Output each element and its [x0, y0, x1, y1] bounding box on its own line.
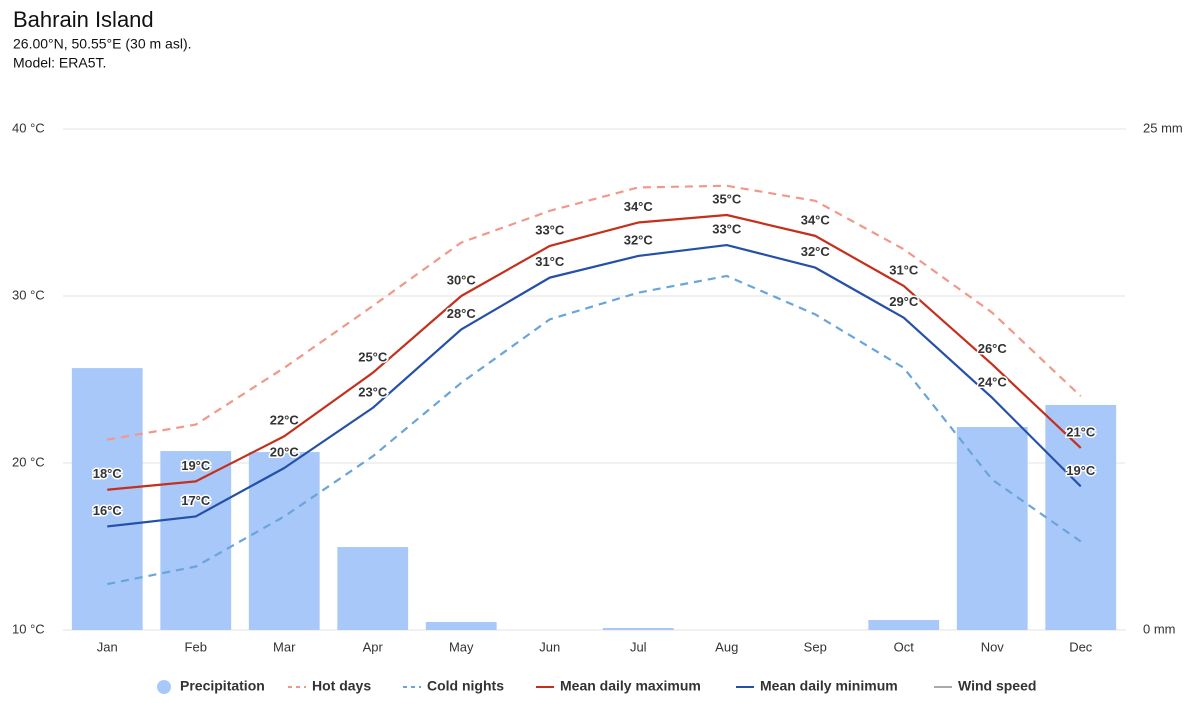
x-tick-label: Jul: [630, 639, 647, 654]
data-label: 18°C: [93, 466, 123, 481]
data-label: 31°C: [889, 262, 919, 277]
legend-label: Mean daily minimum: [760, 678, 898, 694]
precipitation-bar: [160, 451, 232, 630]
y-tick-label: 30 °C: [12, 287, 45, 302]
precipitation-bar: [956, 426, 1028, 630]
data-label: 35°C: [712, 191, 742, 206]
data-label: 16°C: [93, 503, 123, 518]
data-label: 19°C: [181, 458, 211, 473]
data-label: 32°C: [624, 232, 654, 247]
precipitation-bar: [337, 547, 409, 630]
y-tick-label: 40 °C: [12, 120, 45, 135]
legend-swatch: [157, 680, 171, 694]
data-label: 21°C: [1066, 424, 1096, 439]
data-label: 31°C: [535, 254, 565, 269]
line-series: [107, 274, 1082, 586]
x-tick-label: Feb: [185, 639, 207, 654]
x-tick-label: Dec: [1069, 639, 1093, 654]
legend-label: Wind speed: [958, 678, 1036, 694]
data-label: 33°C: [535, 222, 565, 237]
y2-tick-label: 0 mm: [1143, 621, 1176, 636]
data-label: 25°C: [358, 349, 388, 364]
x-tick-label: Oct: [894, 639, 915, 654]
x-tick-label: Mar: [273, 639, 296, 654]
data-label: 28°C: [447, 306, 477, 321]
data-label: 34°C: [624, 199, 654, 214]
data-label: 33°C: [712, 222, 742, 237]
x-tick-label: Sep: [804, 639, 827, 654]
data-label: 22°C: [270, 413, 300, 428]
data-label: 17°C: [181, 493, 211, 508]
legend-label: Hot days: [312, 678, 371, 694]
x-tick-label: Apr: [363, 639, 384, 654]
x-tick-label: Nov: [981, 639, 1005, 654]
legend-label: Precipitation: [180, 678, 265, 694]
data-label: 34°C: [801, 212, 831, 227]
precipitation-bar: [868, 619, 940, 630]
chart-title: Bahrain Island: [13, 7, 154, 32]
data-label: 20°C: [270, 444, 300, 459]
y-tick-label: 10 °C: [12, 621, 45, 636]
data-label: 30°C: [447, 272, 477, 287]
data-label: 24°C: [978, 374, 1008, 389]
data-label: 29°C: [889, 294, 919, 309]
precipitation-bar: [71, 368, 143, 630]
y2-tick-label: 25 mm: [1143, 120, 1183, 135]
x-tick-label: Jan: [97, 639, 118, 654]
line-series: [107, 184, 1082, 441]
data-label: 32°C: [801, 244, 831, 259]
precipitation-bar: [248, 452, 320, 630]
data-label: 23°C: [358, 384, 388, 399]
data-label: 19°C: [1066, 463, 1096, 478]
legend-label: Cold nights: [427, 678, 504, 694]
x-tick-label: Jun: [539, 639, 560, 654]
legend-label: Mean daily maximum: [560, 678, 701, 694]
precipitation-bar: [602, 627, 674, 630]
chart-subtitle: Model: ERA5T.: [13, 55, 106, 71]
data-label: 26°C: [978, 341, 1008, 356]
line-series: [107, 243, 1082, 528]
precipitation-bar: [1045, 404, 1117, 630]
y-tick-label: 20 °C: [12, 454, 45, 469]
chart-subtitle: 26.00°N, 50.55°E (30 m asl).: [13, 36, 192, 52]
precipitation-bar: [425, 621, 497, 630]
x-tick-label: Aug: [715, 639, 738, 654]
x-tick-label: May: [449, 639, 474, 654]
line-series: [107, 213, 1082, 491]
